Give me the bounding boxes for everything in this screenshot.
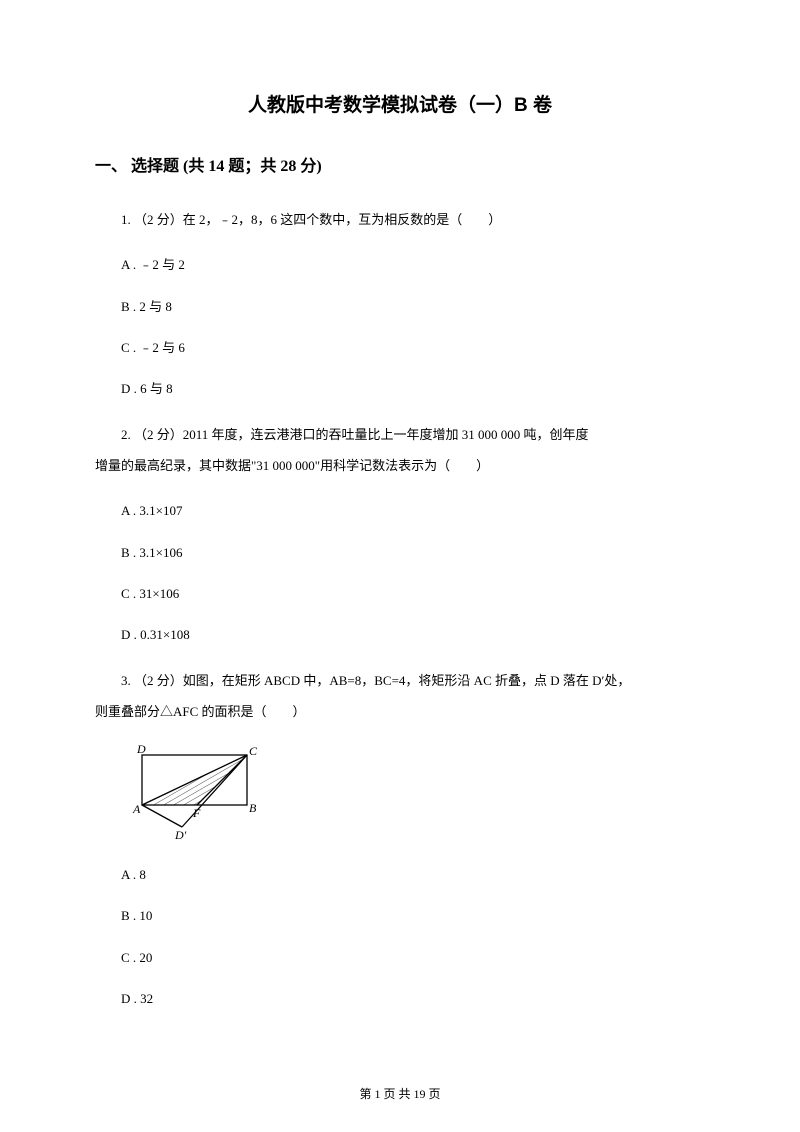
q2-stem-line2: 增量的最高纪录，其中数据"31 000 000"用科学记数法表示为（ ） [95,450,705,481]
q1-option-c: C . ﹣2 与 6 [95,336,705,359]
label-A: A [132,802,141,816]
q3-option-a: A . 8 [95,863,705,886]
q2-option-d: D . 0.31×108 [95,623,705,646]
q3-figure: D C A F B D′ [127,745,705,845]
q3-stem-line2: 则重叠部分△AFC 的面积是（ ） [95,696,705,727]
q2-stem-line1: 2. （2 分）2011 年度，连云港港口的吞吐量比上一年度增加 31 000 … [95,419,705,450]
q3-option-d: D . 32 [95,987,705,1010]
label-F: F [192,806,201,820]
section-header: 一、 选择题 (共 14 题；共 28 分) [95,152,705,176]
page-footer: 第 1 页 共 19 页 [0,1085,800,1102]
q2-option-b: B . 3.1×106 [95,541,705,564]
q3-option-b: B . 10 [95,904,705,927]
q2-option-a: A . 3.1×107 [95,499,705,522]
q3-option-c: C . 20 [95,946,705,969]
q1-option-b: B . 2 与 8 [95,295,705,318]
label-C: C [249,745,258,758]
q3-stem-line1: 3. （2 分）如图，在矩形 ABCD 中，AB=8，BC=4，将矩形沿 AC … [95,665,705,696]
q1-stem: 1. （2 分）在 2，﹣2，8，6 这四个数中，互为相反数的是（ ） [95,204,705,235]
label-D: D [136,745,146,756]
label-B: B [249,801,257,815]
q2-option-c: C . 31×106 [95,582,705,605]
page-title: 人教版中考数学模拟试卷（一）B 卷 [95,90,705,117]
q1-option-d: D . 6 与 8 [95,377,705,400]
label-Dprime: D′ [174,828,187,840]
q1-option-a: A . ﹣2 与 2 [95,253,705,276]
